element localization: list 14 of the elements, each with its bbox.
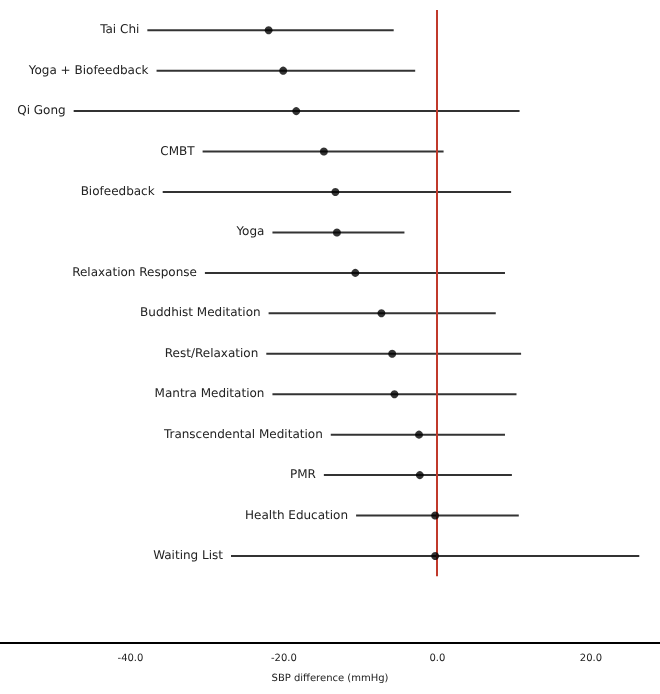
point	[415, 471, 424, 480]
point	[319, 147, 328, 156]
point	[431, 511, 440, 520]
point	[351, 268, 360, 277]
point	[388, 349, 397, 358]
point	[415, 430, 424, 439]
point	[292, 107, 301, 116]
point	[390, 390, 399, 399]
point	[279, 66, 288, 75]
point	[431, 551, 440, 560]
point	[331, 187, 340, 196]
point	[332, 228, 341, 237]
point	[264, 26, 273, 35]
point	[377, 309, 386, 318]
